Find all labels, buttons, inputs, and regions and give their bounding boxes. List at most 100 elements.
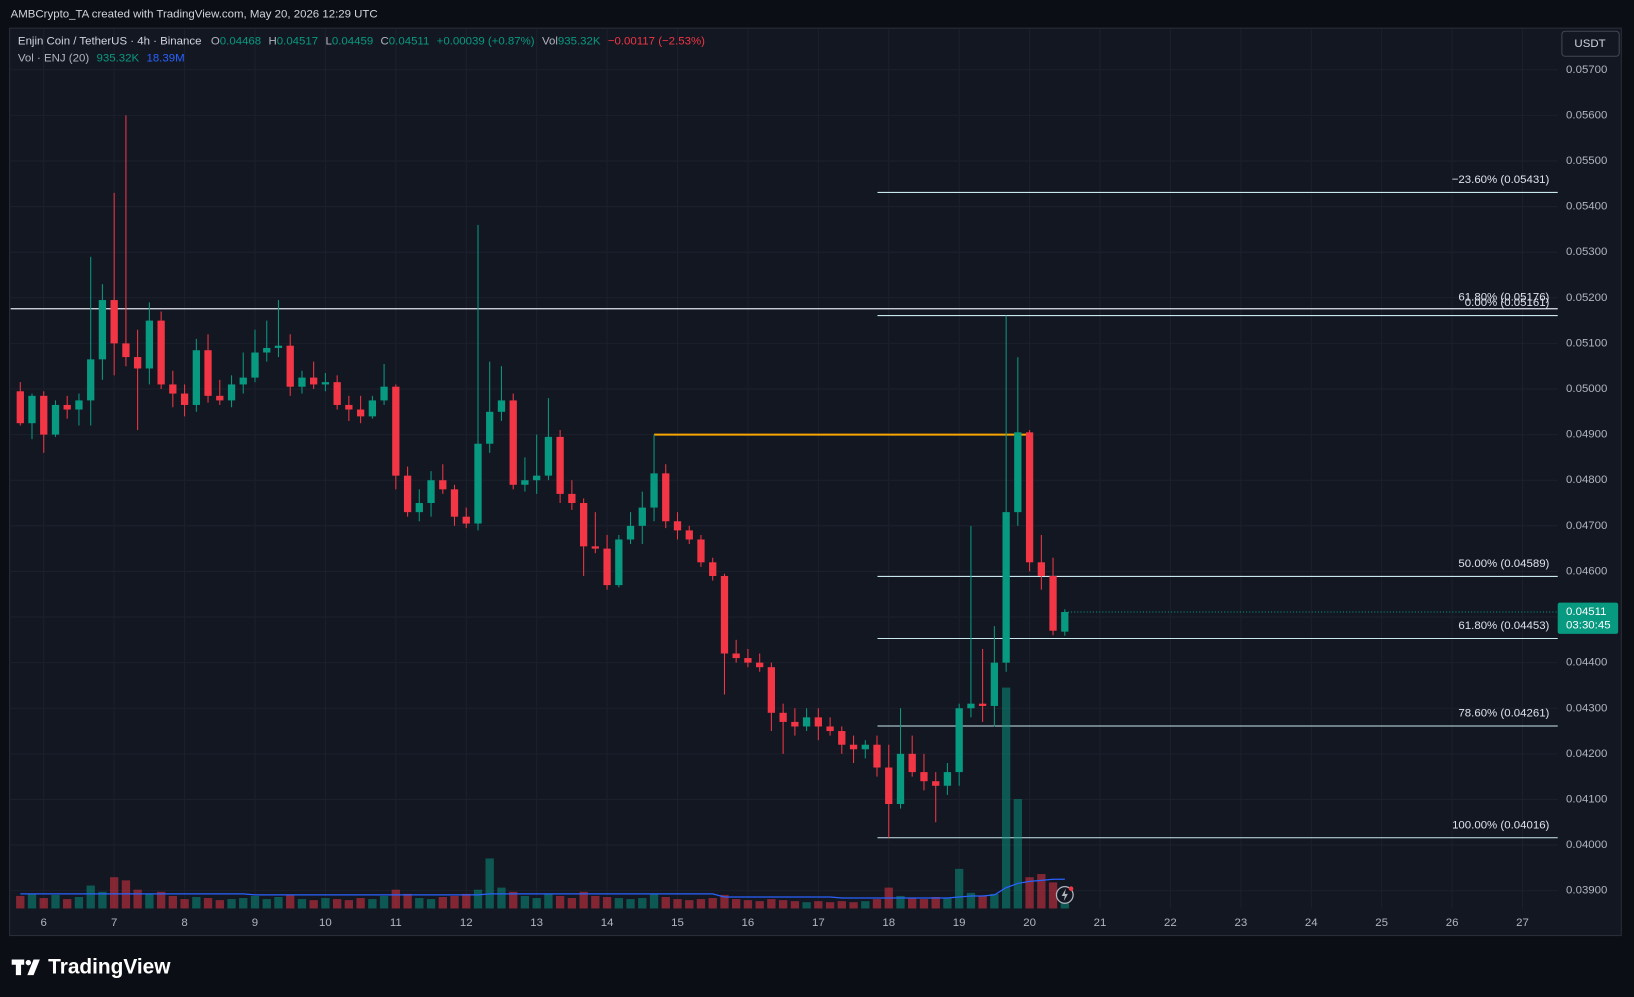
candle-body (145, 320, 154, 369)
y-tick-label: 0.04000 (1566, 839, 1607, 851)
volume-ma-value: 18.39M (146, 52, 184, 64)
currency-button[interactable] (1561, 30, 1620, 57)
candle-body (943, 772, 952, 786)
volume-bar (943, 898, 952, 909)
fib-label: 100.00% (0.04016) (1452, 819, 1549, 831)
candle-body (169, 384, 177, 394)
volume-bar (908, 898, 917, 909)
volume-bar (321, 898, 330, 909)
volume-bar (532, 898, 541, 909)
volume-bar (109, 877, 119, 909)
candle-body (356, 409, 365, 417)
candle-body (1025, 432, 1034, 563)
candle-body (709, 562, 717, 576)
fib-label: 78.60% (0.04261) (1458, 708, 1549, 720)
replay-dot (1068, 886, 1074, 891)
candle-body (415, 503, 423, 513)
x-tick-label: 21 (1094, 917, 1107, 929)
x-tick-label: 14 (601, 917, 614, 929)
candle-body (1049, 575, 1057, 631)
candle-body (427, 480, 435, 504)
volume-bar (415, 898, 424, 909)
volume-bar (708, 898, 717, 909)
volume-bar (98, 891, 107, 909)
candle-body (1061, 612, 1069, 632)
volume-bar (1013, 799, 1022, 909)
y-tick-label: 0.05000 (1566, 383, 1607, 395)
candle-body (579, 503, 588, 547)
candle-body (216, 395, 224, 401)
volume-bar (790, 901, 800, 909)
candle-body (826, 726, 834, 732)
candle-body (603, 548, 611, 586)
volume-bar (180, 899, 189, 909)
volume-bar (145, 893, 154, 909)
candle-body (697, 539, 705, 563)
y-tick-label: 0.04800 (1566, 474, 1607, 486)
candle-body (310, 377, 318, 385)
volume-bar (368, 899, 377, 909)
y-tick-label: 0.05600 (1566, 109, 1607, 121)
candle-body (978, 703, 987, 706)
volume-bar (403, 893, 412, 909)
volume-bar (544, 893, 553, 909)
horizontal-line-label: 61.80% (0.05176) (1458, 291, 1549, 303)
price-tag-label: 0.04511 (1566, 606, 1607, 618)
volume-bar (168, 895, 177, 909)
volume-bar (626, 899, 635, 909)
fib-label: −23.60% (0.05431) (1452, 174, 1550, 186)
x-tick-label: 13 (530, 917, 543, 929)
volume-bar (966, 892, 976, 909)
candle-body (990, 662, 999, 706)
candle-body (204, 350, 212, 396)
candle-body (251, 352, 259, 378)
candle-body (896, 753, 905, 805)
x-tick-label: 19 (953, 917, 966, 929)
candle-body (533, 475, 541, 481)
volume-bar (391, 889, 400, 909)
candle-body (345, 404, 353, 410)
volume-bar (1025, 877, 1034, 909)
volume-bar (27, 893, 37, 909)
volume-bar (591, 895, 600, 909)
candle-body (732, 653, 740, 659)
volume-bar (778, 900, 788, 909)
volume-bar (379, 895, 389, 909)
y-tick-label: 0.05700 (1566, 64, 1607, 76)
volume-bar (297, 899, 307, 909)
candle-body (802, 717, 811, 727)
candle-body (133, 357, 142, 369)
ohlc-key: L (325, 36, 331, 48)
volume-bar (825, 902, 835, 909)
candle-body (1002, 512, 1010, 663)
volume-bar (16, 895, 25, 909)
y-tick-label: 0.05500 (1566, 155, 1607, 167)
candle-body (744, 658, 752, 663)
candle-body (51, 404, 60, 435)
vol-change: −0.00117 (−2.53%) (608, 36, 705, 48)
volume-bar (39, 898, 48, 909)
x-tick-label: 6 (41, 917, 47, 929)
candle-body (521, 480, 529, 485)
y-tick-label: 0.05400 (1566, 201, 1607, 213)
header-legend: Enjin Coin / TetherUS · 4h · Binance O0.… (18, 36, 705, 48)
price-tag-countdown: 03:30:45 (1566, 620, 1611, 632)
volume-bar (74, 896, 84, 909)
candle-body (157, 320, 165, 385)
candle-body (720, 575, 729, 654)
ohlc-value: 0.04517 (277, 36, 318, 48)
currency[interactable]: USDT (1574, 38, 1605, 50)
candle-body (263, 347, 271, 353)
volume-bar (215, 900, 224, 909)
candle-body (544, 436, 553, 476)
volume-bar (919, 899, 929, 909)
y-tick-label: 0.05200 (1566, 292, 1607, 304)
candle-body (239, 377, 247, 385)
candle-body (486, 411, 494, 444)
candle-body (40, 395, 48, 435)
brand-logo (11, 959, 40, 976)
x-tick-label: 18 (882, 917, 895, 929)
volume-ma-line (20, 878, 1065, 899)
candle-body (180, 393, 189, 405)
